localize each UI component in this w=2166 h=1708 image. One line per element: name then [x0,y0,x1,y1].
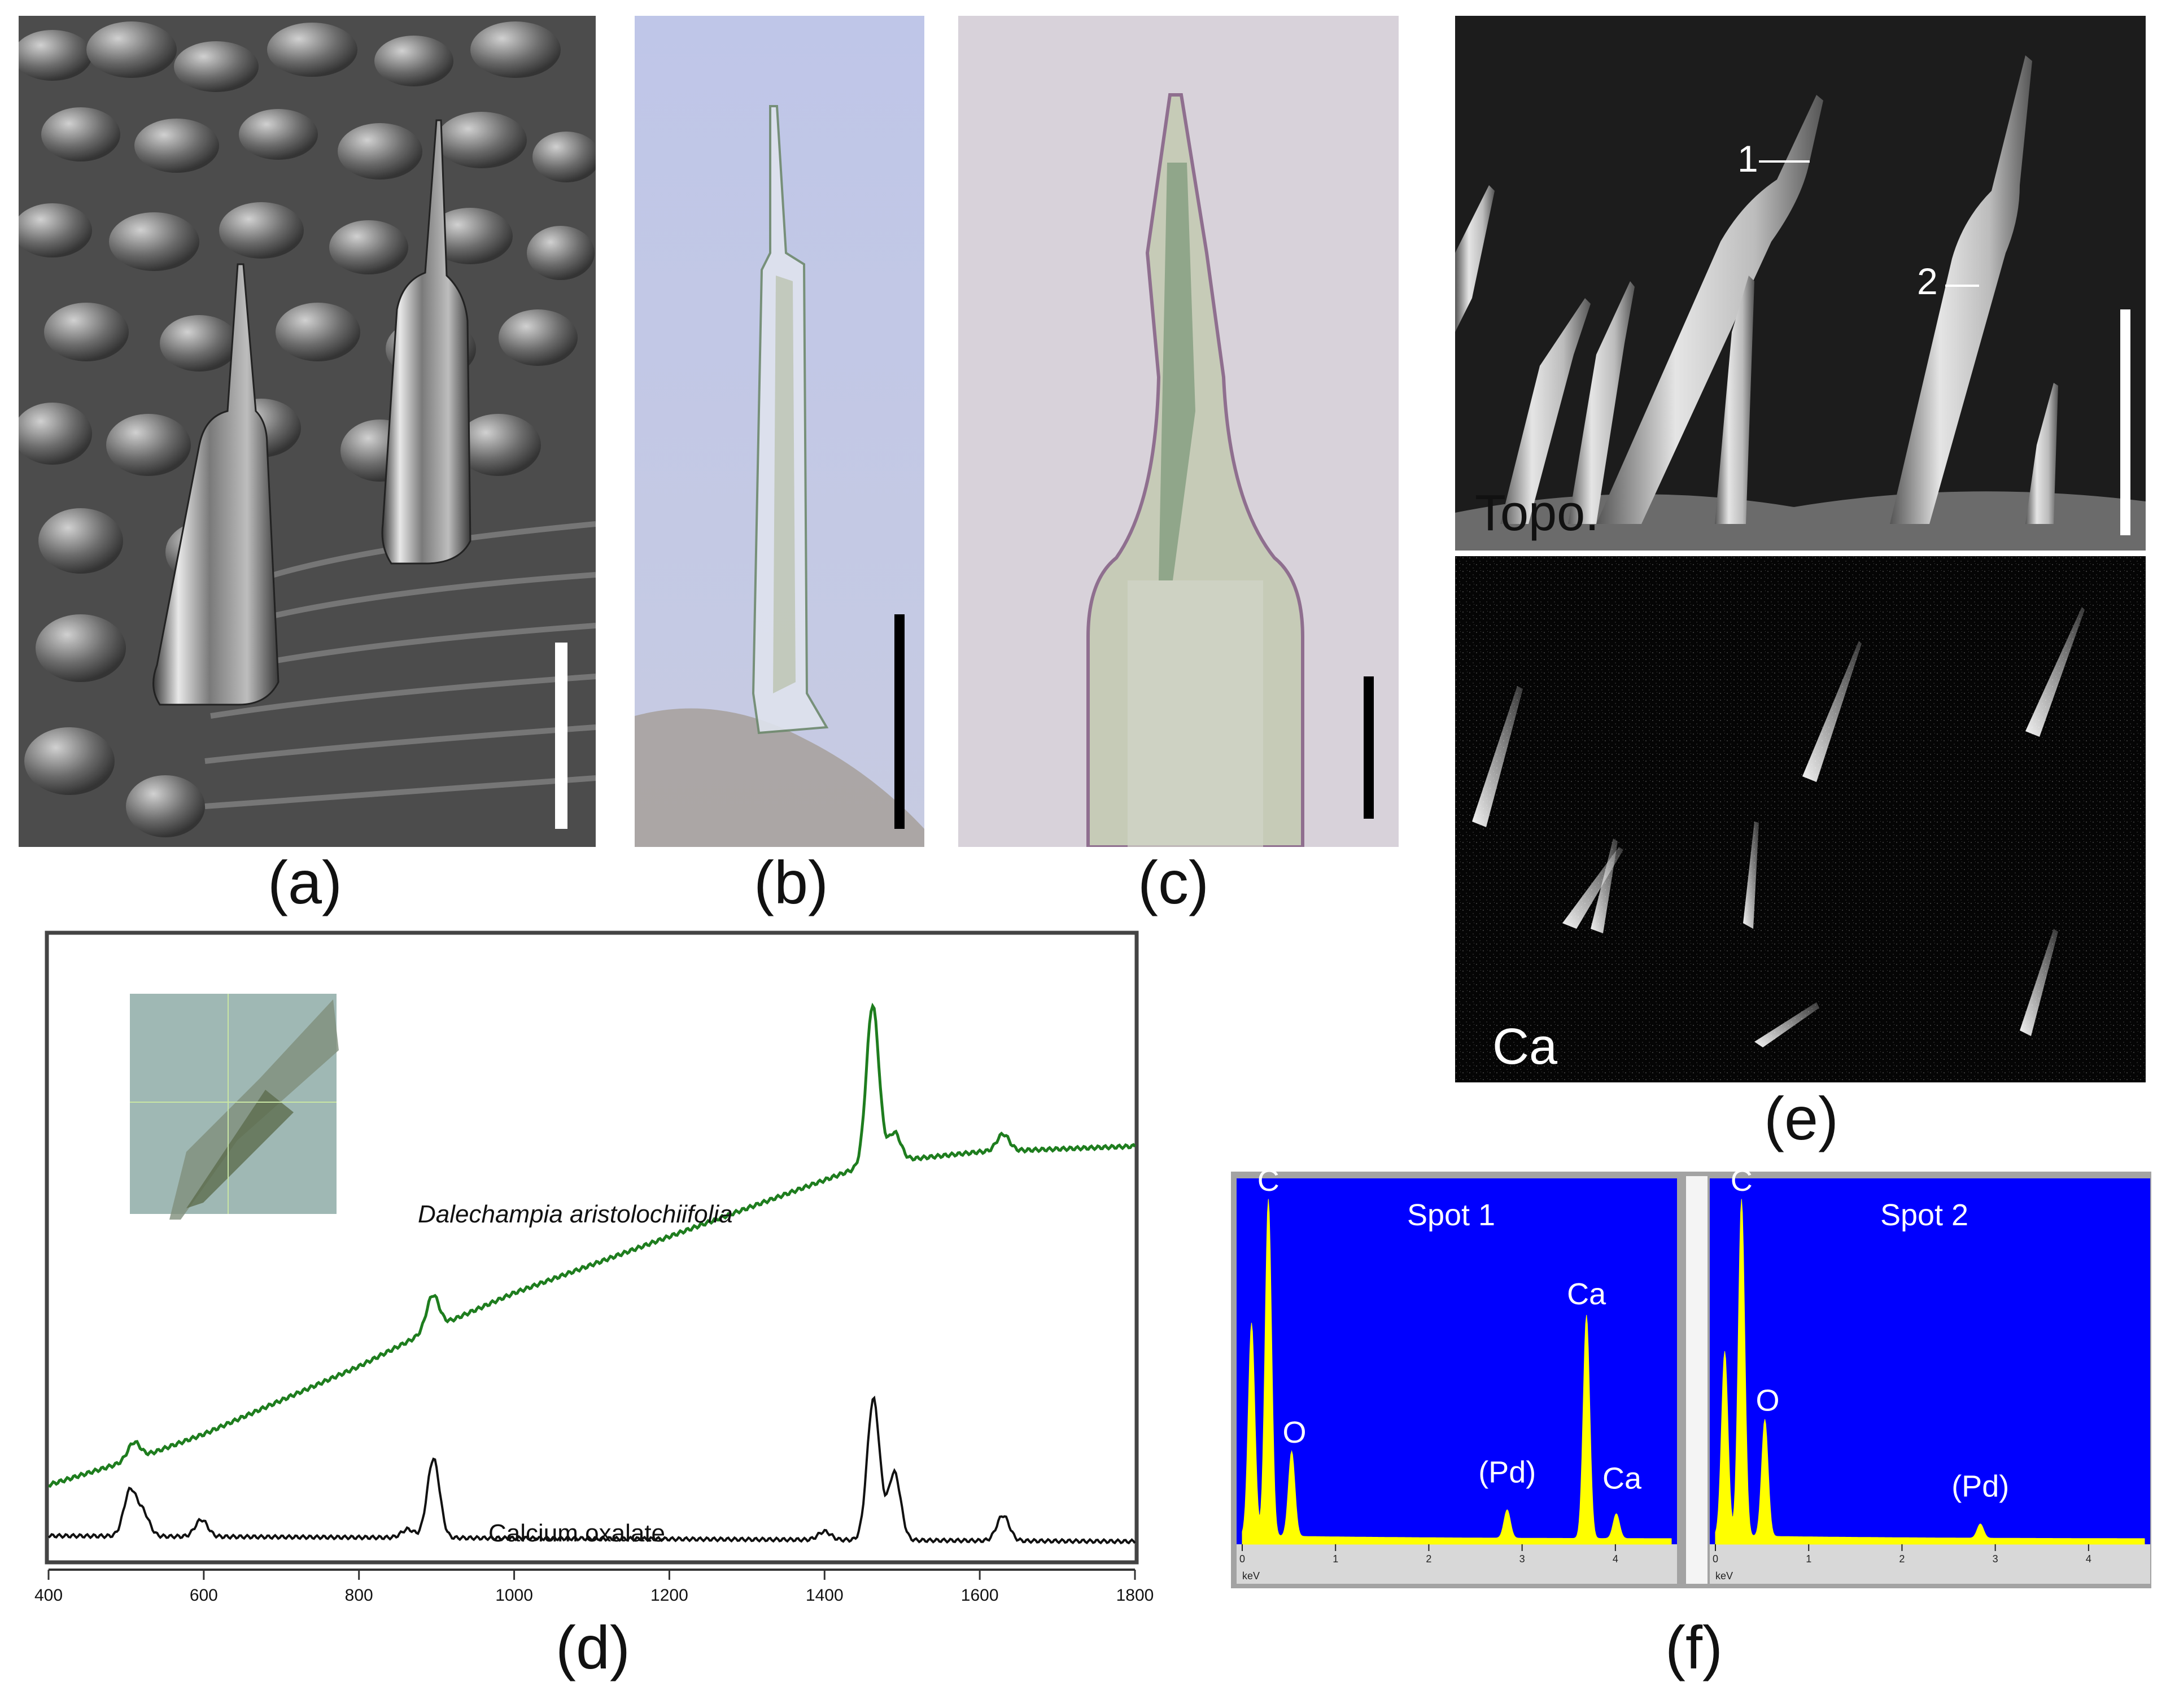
eds-spectrum [1715,1199,2145,1545]
eds-spot-title: Spot 2 [1880,1198,1968,1232]
x-tick-label: 600 [190,1586,218,1604]
eds-peak-label: C [1731,1172,1753,1198]
panel-letter-d: (d) [556,1613,630,1681]
trichome-tip-image [958,16,1399,847]
sem-needle-trichomes-image [19,16,596,847]
eds-spectra-chart: 0 1 2 3 4 keV Spot 1 C O (Pd) Ca Ca 0 1 2 3 4 keV Spot 2 C… [1231,1172,2151,1588]
eds-axis-bar [1237,1544,1677,1584]
x-tick-label: 400 [34,1586,63,1604]
trichome-light-image [635,16,924,847]
panel-letter-e: (e) [1764,1084,1839,1152]
eds-tick-label: 0 [1713,1553,1718,1565]
scale-bar [894,614,905,829]
panel-c-light-micrograph [958,16,1399,847]
panel-f-eds-spectra: 0 1 2 3 4 keV Spot 1 C O (Pd) Ca Ca 0 1 2 3 4 keV Spot 2 C… [1231,1172,2151,1588]
panel-letter-c: (c) [1138,848,1209,916]
eds-tick-label: 3 [1993,1553,1998,1565]
spectrum-line-calcium-oxalate [47,1395,1136,1545]
spectrum-line-dalechampia [48,1002,1136,1488]
eds-spot-2: 0 1 2 3 4 keV Spot 2 C O (Pd) [1710,1172,2150,1584]
panel-e-calcium-map: Ca [1455,556,2146,1082]
eds-peak-label: O [1756,1383,1780,1417]
eds-tick-label: 3 [1519,1553,1525,1565]
eds-tick-label: 2 [1426,1553,1431,1565]
eds-spot-1: 0 1 2 3 4 keV Spot 1 C O (Pd) Ca Ca [1237,1172,1677,1584]
ca-map-label: Ca [1492,1019,1558,1075]
marker-1: 1 [1737,138,1758,180]
eds-peak-label: Ca [1567,1277,1606,1311]
lower-trace-label: Calcium oxalate [488,1519,665,1547]
sem-topography-image [1455,16,2146,551]
x-tick-label: 1800 [1116,1586,1154,1604]
eds-unit-label: keV [1715,1570,1733,1582]
spectra-lines [47,1002,1136,1545]
scale-bar [1364,676,1374,819]
eds-tick-label: 1 [1333,1553,1338,1565]
x-tick-label: 800 [345,1586,373,1604]
panel-e-topography-image: 1 2 Topo. [1455,16,2146,551]
panel-b-light-micrograph [635,16,924,847]
eds-tick-label: 1 [1806,1553,1811,1565]
eds-plot-area [1237,1178,1677,1544]
eds-axis-bar [1710,1544,2150,1584]
eds-peak-label: C [1257,1172,1279,1198]
eds-peak-label: O [1283,1416,1307,1449]
marker-2: 2 [1917,260,1938,302]
x-tick-label: 1200 [650,1586,688,1604]
eds-tick-label: 2 [1899,1553,1905,1565]
x-tick-label: 1000 [495,1586,533,1604]
spectra-divider [1686,1176,1708,1584]
upper-trace-label: Dalechampia aristolochiifolia [418,1200,733,1228]
scale-bar [555,643,567,829]
eds-spot-title: Spot 1 [1407,1198,1495,1232]
eds-unit-label: keV [1242,1570,1260,1582]
eds-peak-label: (Pd) [1951,1469,2009,1503]
x-axis-ticks: 400 600 800 1000 1200 1400 1600 1800 [34,1570,1154,1604]
panel-letter-a: (a) [268,848,342,916]
eds-plot-area [1710,1178,2150,1544]
eds-peak-label: Ca [1602,1462,1642,1496]
x-tick-label: 1600 [961,1586,999,1604]
inset-micrograph [130,994,339,1220]
eds-tick-label: 0 [1239,1553,1245,1565]
x-tick-label: 1400 [806,1586,844,1604]
panel-a-sem-image [19,16,596,847]
panel-d-raman-chart: 400 600 800 1000 1200 1400 1600 1800 Dalechampi… [0,926,1186,1604]
eds-spectrum [1242,1199,1672,1545]
calcium-element-map [1455,556,2146,1082]
eds-tick-label: 4 [1613,1553,1618,1565]
eds-peak-label: (Pd) [1478,1455,1536,1489]
raman-spectra-chart: 400 600 800 1000 1200 1400 1600 1800 Dalechampi… [34,931,1154,1604]
panel-letter-b: (b) [754,848,828,916]
eds-tick-label: 4 [2086,1553,2091,1565]
topo-label: Topo. [1475,485,1600,541]
panel-letter-f: (f) [1665,1613,1723,1681]
